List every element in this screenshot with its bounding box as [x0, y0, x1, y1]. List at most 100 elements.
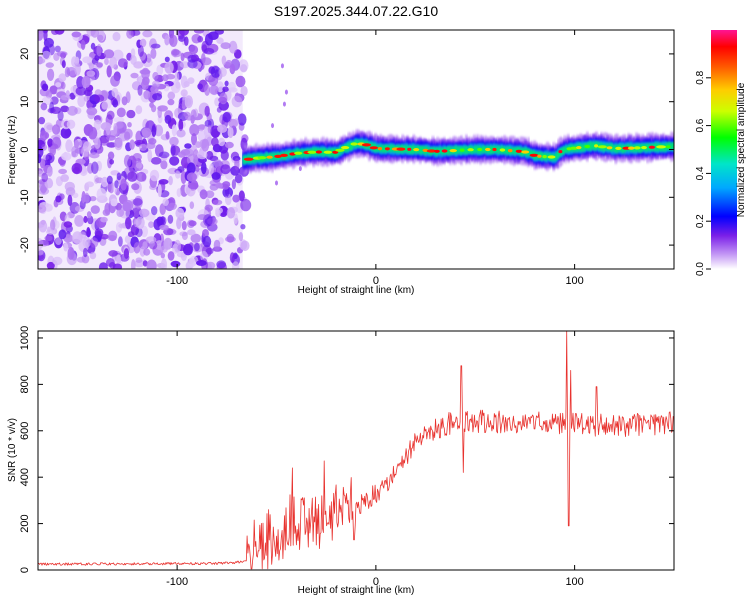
noise-blob: [39, 130, 48, 142]
noise-blob: [171, 48, 180, 56]
noise-blob: [82, 141, 92, 152]
noise-blob: [197, 124, 205, 132]
noise-blob: [67, 194, 73, 206]
noise-blob: [168, 202, 177, 210]
ridge-cell: [455, 147, 458, 154]
ridge-cell: [390, 144, 393, 152]
noise-blob: [38, 170, 43, 177]
noise-blob: [187, 77, 195, 84]
noise-blob: [114, 180, 119, 189]
noise-blob: [156, 64, 164, 76]
ridge-cell: [495, 146, 498, 153]
ridge-peak: [413, 148, 420, 152]
noise-blob: [113, 122, 118, 135]
noise-blob: [150, 43, 161, 49]
noise-blob: [71, 31, 82, 38]
noise-blob: [159, 203, 166, 216]
ridge-cell: [646, 143, 649, 151]
noise-blob: [77, 95, 86, 108]
noise-blob: [64, 66, 70, 78]
noise-blob: [211, 137, 219, 147]
ridge-peak: [323, 150, 332, 154]
noise-blob: [184, 95, 193, 109]
noise-blob: [120, 178, 127, 191]
noise-blob: [221, 55, 227, 66]
noise-blob: [150, 85, 159, 94]
snr-xlabel: Height of straight line (km): [298, 585, 415, 596]
noise-blob: [116, 208, 125, 217]
noise-blob: [71, 145, 79, 158]
noise-blob: [280, 63, 284, 69]
noise-blob: [188, 220, 197, 227]
noise-blob: [202, 229, 209, 238]
colorbar-tick-label: 0.8: [695, 70, 706, 84]
noise-blob: [176, 251, 187, 258]
noise-blob: [89, 196, 97, 202]
noise-blob: [233, 118, 240, 127]
noise-blob: [189, 124, 200, 136]
noise-blob: [107, 151, 115, 160]
noise-blob: [138, 143, 148, 151]
ridge-cell: [349, 142, 352, 151]
noise-blob: [197, 83, 203, 90]
x-tick-label: -100: [166, 275, 188, 287]
noise-blob: [220, 149, 229, 161]
x-tick-label: 100: [565, 576, 583, 588]
noise-blob: [170, 260, 181, 268]
ridge-peak: [515, 149, 523, 153]
noise-blob: [86, 227, 91, 238]
noise-blob: [94, 228, 104, 238]
ridge-peak: [606, 146, 613, 150]
y-tick-label: -20: [19, 237, 31, 253]
noise-blob: [38, 30, 44, 41]
noise-blob: [228, 40, 238, 54]
noise-blob: [174, 239, 181, 253]
ridge-peak: [633, 146, 641, 150]
ridge-peak: [426, 149, 437, 153]
snr-ylabel: SNR (10 * v/v): [7, 418, 18, 482]
chart-title: S197.2025.344.07.22.G10: [274, 3, 438, 19]
ridge-peak: [665, 145, 671, 149]
noise-blob: [97, 34, 104, 42]
ridge-cell: [411, 146, 414, 154]
ridge-cell: [563, 146, 567, 153]
noise-blob: [132, 153, 142, 162]
ridge-cell: [265, 153, 268, 161]
ridge-cell: [473, 146, 476, 153]
noise-blob: [217, 124, 228, 133]
noise-blob: [275, 180, 278, 186]
noise-blob: [137, 45, 144, 57]
ridge-cell: [590, 141, 594, 150]
ridge-cell: [419, 146, 422, 155]
noise-blob: [109, 159, 114, 165]
noise-blob: [105, 123, 111, 136]
noise-blob: [106, 175, 113, 185]
ridge-peak: [384, 147, 390, 151]
noise-blob: [145, 236, 157, 244]
noise-blob: [194, 242, 200, 252]
noise-blob: [170, 144, 176, 157]
noise-blob: [238, 190, 245, 202]
noise-blob: [64, 129, 72, 137]
noise-blob: [197, 35, 204, 43]
ridge-cell: [272, 152, 276, 160]
noise-blob: [151, 206, 158, 216]
noise-blob: [157, 184, 162, 198]
noise-blob: [171, 124, 177, 137]
noise-blob: [41, 50, 52, 61]
noise-blob: [126, 109, 136, 119]
noise-blob: [193, 30, 205, 34]
colorbar-tick-label: 0.0: [695, 262, 706, 276]
noise-blob: [38, 116, 46, 125]
noise-blob: [89, 152, 100, 159]
noise-blob: [125, 91, 131, 104]
noise-blob: [192, 149, 199, 160]
colorbar-gradient: [711, 30, 737, 269]
noise-blob: [175, 170, 181, 179]
ridge-peak: [507, 149, 513, 153]
noise-blob: [94, 137, 101, 149]
ridge-peak: [274, 154, 282, 158]
noise-blob: [186, 162, 196, 175]
noise-blob: [167, 98, 175, 106]
noise-blob: [67, 246, 75, 260]
